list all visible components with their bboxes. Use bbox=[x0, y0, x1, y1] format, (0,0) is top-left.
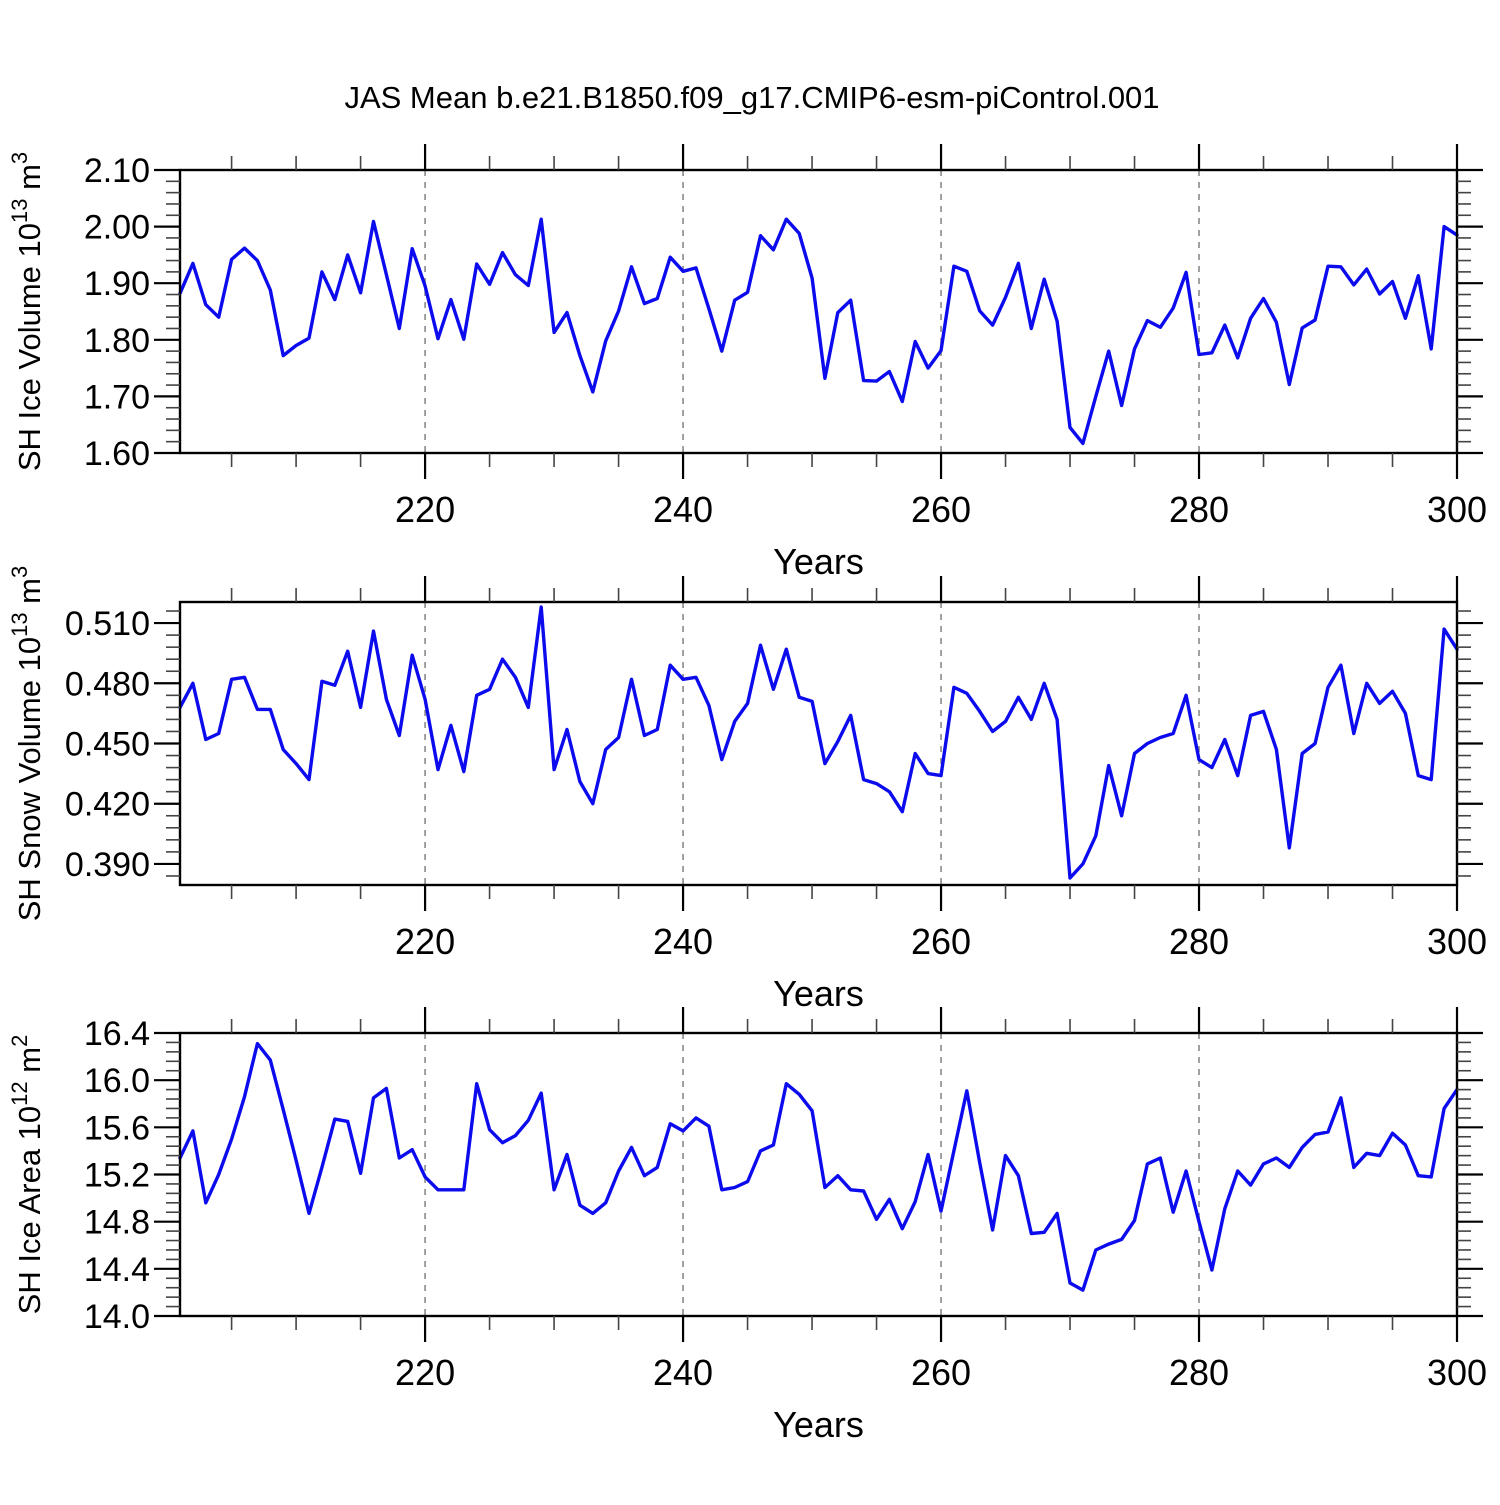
x-tick-label: 240 bbox=[653, 1352, 713, 1393]
x-axis-ticks bbox=[230, 144, 1459, 479]
sh-ice-area-series-line bbox=[178, 1041, 1459, 1292]
y-axis-title: SH Ice Volume 1013 m3 bbox=[7, 152, 47, 471]
x-tick-label: 240 bbox=[653, 489, 713, 530]
x-tick-label: 300 bbox=[1427, 921, 1487, 962]
y-tick-label: 15.2 bbox=[84, 1157, 150, 1195]
y-tick-label: 15.6 bbox=[84, 1109, 150, 1147]
x-axis-title: Years bbox=[773, 973, 864, 1014]
chart-sh-snow-volume: 220 240 260 280 300 0.390 0.420 0.450 0.480 0.510… bbox=[7, 566, 1487, 1014]
y-axis-title-sup: 2 bbox=[7, 1035, 32, 1047]
y-tick-label: 0.480 bbox=[65, 665, 150, 703]
x-tick-label: 220 bbox=[395, 1352, 455, 1393]
x-tick-labels: 220 240 260 280 300 bbox=[395, 489, 1487, 530]
x-tick-labels: 220 240 260 280 300 bbox=[395, 921, 1487, 962]
y-tick-labels: 1.60 1.70 1.80 1.90 2.00 2.10 bbox=[84, 152, 150, 473]
x-axis-ticks bbox=[230, 576, 1459, 911]
x-tick-label: 260 bbox=[911, 489, 971, 530]
x-tick-label: 220 bbox=[395, 921, 455, 962]
y-axis-title-sup: 13 bbox=[7, 612, 32, 636]
y-tick-label: 0.420 bbox=[65, 786, 150, 824]
chart-sh-ice-area: 220 240 260 280 30014.014.414.815.215.616.01… bbox=[7, 1007, 1487, 1445]
y-tick-label: 1.90 bbox=[84, 265, 150, 303]
plot-frame bbox=[178, 168, 1459, 455]
y-tick-label: 14.4 bbox=[84, 1251, 150, 1289]
x-tick-label: 280 bbox=[1169, 921, 1229, 962]
y-tick-label: 2.00 bbox=[84, 209, 150, 247]
y-axis-title-sup: 12 bbox=[7, 1081, 32, 1105]
x-tick-label: 260 bbox=[911, 921, 971, 962]
x-axis-title: Years bbox=[773, 541, 864, 582]
y-axis-ticks bbox=[154, 610, 1483, 877]
y-axis-title: SH Snow Volume 1013 m3 bbox=[7, 566, 47, 922]
y-axis-title-part: SH Snow Volume 10 bbox=[12, 637, 47, 921]
y-tick-label: 14.0 bbox=[84, 1298, 150, 1336]
y-axis-title-part: SH Ice Volume 10 bbox=[12, 223, 47, 471]
y-axis-ticks bbox=[154, 1031, 1483, 1318]
sh-snow-volume-series-line bbox=[178, 605, 1459, 880]
x-tick-label: 260 bbox=[911, 1352, 971, 1393]
x-axis-ticks bbox=[230, 1007, 1459, 1342]
y-tick-label: 0.390 bbox=[65, 846, 150, 884]
y-axis-title-sup: 3 bbox=[7, 152, 32, 164]
y-tick-labels: 14.0 14.4 14.8 15.2 15.6 16.0 16.4 bbox=[84, 1015, 150, 1336]
y-tick-label: 1.60 bbox=[84, 435, 150, 473]
x-tick-label: 280 bbox=[1169, 489, 1229, 530]
x-tick-label: 240 bbox=[653, 921, 713, 962]
x-axis-title: Years bbox=[773, 1404, 864, 1445]
charts-container: 220 240 260 280 300 1.60 1.70 1.80 1.90 2.00 2.10 Y… bbox=[7, 144, 1487, 1445]
y-axis-title: SH Ice Area 1012 m2 bbox=[7, 1035, 47, 1315]
x-tick-labels: 220 240 260 280 300 bbox=[395, 1352, 1487, 1393]
x-tick-label: 280 bbox=[1169, 1352, 1229, 1393]
y-tick-labels: 0.390 0.420 0.450 0.480 0.510 bbox=[65, 605, 150, 884]
x-tick-label: 300 bbox=[1427, 489, 1487, 530]
y-axis-ticks bbox=[154, 168, 1483, 455]
figure-title: JAS Mean b.e21.B1850.f09_g17.CMIP6-esm-p… bbox=[344, 80, 1159, 115]
y-tick-label: 16.4 bbox=[84, 1015, 150, 1053]
x-tick-label: 300 bbox=[1427, 1352, 1487, 1393]
y-tick-label: 16.0 bbox=[84, 1062, 150, 1100]
x-tick-label: 220 bbox=[395, 489, 455, 530]
y-axis-title-sup: 3 bbox=[7, 566, 32, 578]
y-tick-label: 2.10 bbox=[84, 152, 150, 190]
y-axis-title-part: m bbox=[12, 164, 47, 198]
y-tick-label: 0.450 bbox=[65, 726, 150, 764]
chart-sh-ice-volume: 220 240 260 280 300 1.60 1.70 1.80 1.90 2.00 2.10 Y… bbox=[7, 144, 1487, 582]
y-tick-label: 0.510 bbox=[65, 605, 150, 643]
y-axis-title-part: m bbox=[12, 578, 47, 612]
y-axis-title-part: m bbox=[12, 1047, 47, 1081]
sh-ice-volume-series-line bbox=[178, 217, 1459, 446]
y-tick-label: 1.70 bbox=[84, 378, 150, 416]
y-tick-label: 14.8 bbox=[84, 1204, 150, 1242]
y-axis-title-sup: 13 bbox=[7, 199, 32, 223]
y-tick-label: 1.80 bbox=[84, 322, 150, 360]
y-axis-title-part: SH Ice Area 10 bbox=[12, 1106, 47, 1315]
